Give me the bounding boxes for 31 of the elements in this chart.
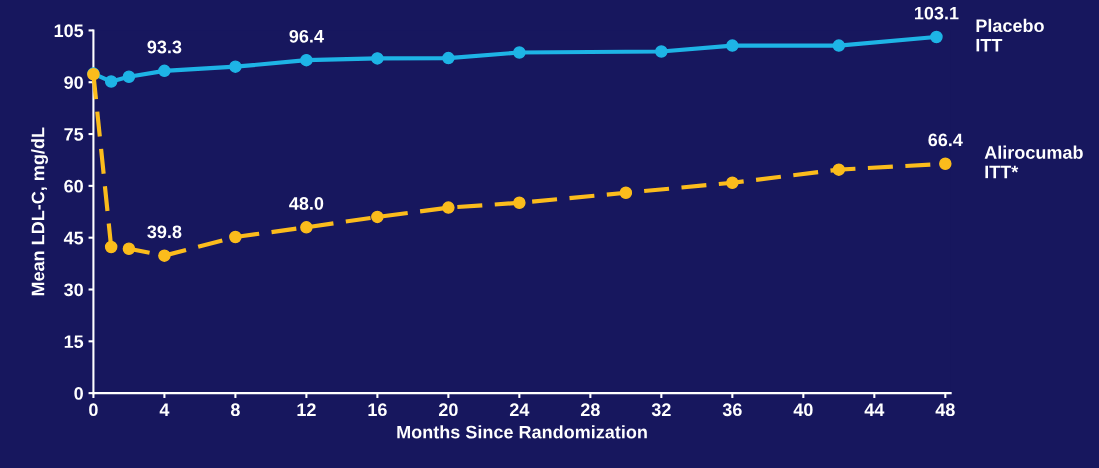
data-label: 93.3 [147, 40, 182, 54]
y-tick-label: 90 [64, 76, 83, 89]
y-tick-label: 45 [63, 231, 84, 245]
x-tick-label: 20 [438, 403, 458, 417]
series-label: Alirocumab ITT* [984, 145, 1083, 179]
x-tick-label: 36 [722, 403, 742, 417]
data-label: 48.0 [289, 197, 324, 210]
y-tick-label: 75 [64, 128, 84, 141]
x-tick-label: 0 [89, 403, 98, 417]
x-tick-label: 12 [297, 403, 316, 416]
x-tick-label: 48 [935, 403, 955, 417]
x-tick-label: 32 [651, 403, 671, 417]
x-tick-label: 28 [580, 403, 600, 417]
data-label: 39.8 [147, 225, 182, 239]
data-label: 66.4 [928, 133, 963, 147]
x-axis-title: Months Since Randomization [397, 425, 647, 439]
y-tick-label: 0 [74, 387, 83, 400]
x-tick-label: 24 [509, 403, 530, 416]
x-tick-label: 4 [159, 403, 170, 416]
series-label: Placebo ITT [976, 18, 1044, 52]
data-label: 96.4 [289, 29, 324, 43]
x-tick-label: 8 [230, 403, 240, 417]
x-tick-label: 44 [864, 403, 885, 416]
y-tick-label: 105 [54, 24, 84, 38]
x-tick-label: 40 [793, 403, 813, 417]
y-tick-label: 15 [64, 335, 84, 349]
data-label: 103.1 [914, 6, 959, 20]
y-axis-title: Mean LDL-C, mg/dL [31, 127, 49, 296]
x-tick-label: 16 [368, 403, 387, 417]
y-tick-label: 60 [64, 179, 83, 193]
y-tick-label: 30 [64, 283, 83, 297]
